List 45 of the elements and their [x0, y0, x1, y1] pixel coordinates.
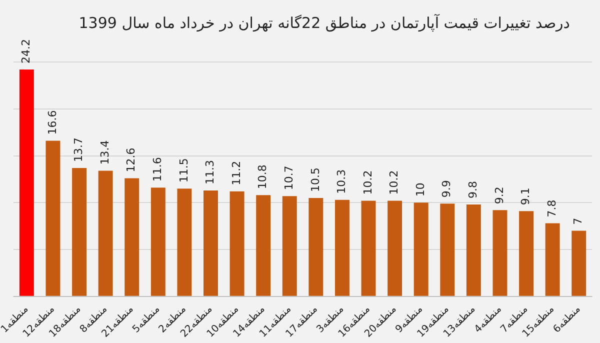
data-label: 11.6 — [151, 157, 164, 182]
bar — [19, 70, 34, 296]
bar — [492, 210, 508, 296]
bar — [572, 230, 586, 296]
bar — [545, 223, 560, 296]
chart-title: درصد تغییرات قیمت آپارتمان در مناطق 22گانه تهران در خرداد ماه سال 1399 — [78, 14, 570, 32]
bar — [150, 188, 166, 296]
data-label: 13.7 — [72, 137, 86, 162]
data-label: 10.2 — [361, 170, 374, 195]
data-label: 10.2 — [388, 170, 401, 195]
data-label: 9.9 — [440, 180, 454, 198]
data-label: 7 — [572, 218, 585, 225]
data-label: 10.7 — [282, 166, 296, 190]
data-label: 10 — [414, 182, 427, 197]
data-label: 9.1 — [519, 188, 532, 206]
data-label: 9.8 — [466, 181, 480, 199]
data-label: 11.5 — [177, 158, 190, 183]
bar — [414, 202, 428, 296]
data-label: 11.3 — [204, 160, 217, 184]
data-label: 10.3 — [335, 169, 348, 194]
data-label: 24.2 — [20, 39, 33, 64]
bar — [519, 211, 534, 296]
bar — [256, 195, 271, 296]
data-label: 13.4 — [98, 140, 112, 165]
bar — [204, 190, 218, 296]
bar — [282, 196, 297, 296]
data-label: 12.6 — [124, 148, 138, 172]
bar — [388, 200, 402, 296]
bar — [98, 170, 113, 296]
data-label: 7.8 — [545, 200, 558, 218]
data-label: 11.2 — [230, 160, 243, 186]
bar — [440, 204, 455, 296]
bar — [177, 188, 192, 296]
data-label: 10.8 — [256, 164, 270, 190]
bar — [308, 198, 324, 296]
bar — [230, 191, 244, 296]
data-label: 10.5 — [308, 167, 322, 192]
bar — [361, 200, 376, 296]
bar — [334, 200, 350, 296]
bar — [466, 204, 481, 296]
bar — [124, 178, 140, 296]
bar — [46, 140, 60, 296]
data-label: 16.6 — [46, 110, 59, 135]
bar — [72, 168, 86, 296]
data-label: 9.2 — [492, 186, 506, 204]
